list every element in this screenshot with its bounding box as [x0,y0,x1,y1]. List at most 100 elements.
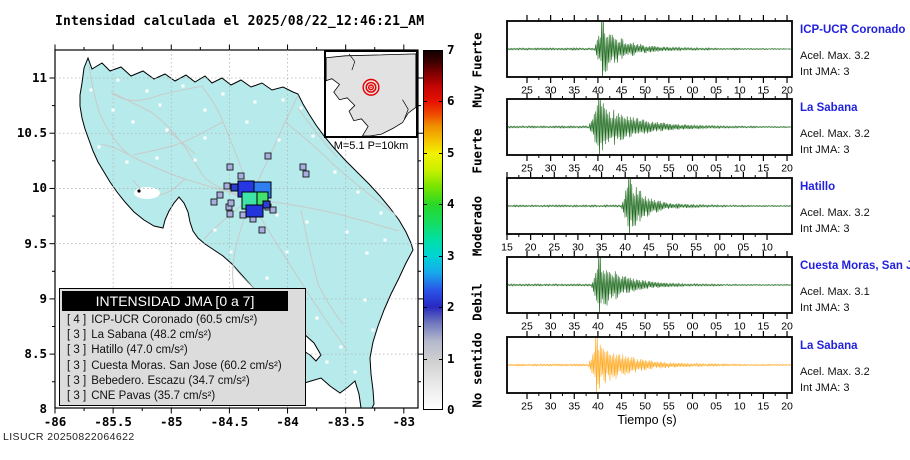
station-jma-intensity: Int JMA: 3 [800,144,850,156]
seismo-tick-label: 15 [758,85,770,97]
epicenter-inset-map [324,50,418,138]
y-tick-label: 11 [31,70,47,85]
seismo-tick-label: 35 [568,163,580,175]
station-intensity-square-low [210,198,218,206]
station-name: Cuesta Moras, San Jose [800,260,910,272]
seismo-tick-label: 30 [545,85,557,97]
town-dot [305,220,309,224]
town-dot [356,190,360,194]
colorbar-category-label: Moderado [469,195,485,257]
y-tick-label: 8.5 [24,346,47,362]
colorbar-category-label: Debil [469,283,485,321]
station-intensity-square-low [299,163,307,171]
seismogram-trace [508,338,791,392]
seismo-tick-label: 15 [501,242,513,254]
colorbar-number: 0 [447,402,455,417]
legend-intensity-value: [ 4 ] [67,314,87,326]
town-dot [181,84,185,88]
y-tick-label: 9 [39,290,47,306]
seismo-tick-label: 30 [545,321,557,333]
seismo-tick-label: 45 [616,321,628,333]
seismo-tick-label: 25 [521,321,533,333]
colorbar-number: 5 [447,144,455,160]
seismo-tick-label: 30 [572,242,584,254]
seismo-tick-label: 10 [734,163,746,175]
station-max-acceleration: Acel. Max. 3.1 [800,286,870,298]
town-dot [365,251,369,255]
legend-row: [ 3 ] La Sabana (48.2 cm/s²) [67,328,211,343]
station-intensity-square [262,200,271,209]
seismo-tick-label: 40 [592,85,604,97]
seismo-tick-label: 15 [758,401,770,413]
town-dot [155,156,159,160]
town-dot [275,213,279,217]
colorbar-category-label: Muy Fuerte [469,32,485,108]
town-dot [253,100,257,104]
town-dot [116,78,120,82]
colorbar-tick [439,307,443,309]
colorbar-tick [439,358,443,360]
town-dot [245,120,249,124]
epicenter-icon [362,78,380,96]
colorbar-tick [439,255,443,257]
x-tick-label: -85.5 [94,414,132,429]
seismogram-trace [508,100,791,154]
seismo-tick-label: 05 [738,242,750,254]
seismo-tick-label: 55 [663,401,675,413]
legend-intensity-value: [ 3 ] [67,359,87,372]
legend-station-name: CNE Pavas (35.7 cm/s²) [91,390,216,402]
station-intensity-square-low [227,199,235,207]
town-dot [363,298,367,302]
seismo-tick-label: 35 [596,242,608,254]
colorbar-category-label: Fuerte [469,128,485,174]
y-tick-label: 10 [31,180,47,196]
station-max-acceleration: Acel. Max. 3.2 [800,50,870,62]
lake [134,187,160,199]
station-name: ICP-UCR Coronado [800,24,906,36]
seismo-tick-label: 50 [639,321,651,333]
town-dot [193,158,197,162]
seismo-tick-label: 40 [592,163,604,175]
seismo-tick-label: 00 [687,85,699,97]
colorbar-tick [439,152,443,154]
seismo-tick-label: 35 [568,321,580,333]
town-dot [221,92,225,96]
station-name: La Sabana [800,340,858,352]
seismo-tick-label: 35 [568,401,580,413]
colorbar-tick [423,358,427,360]
seismo-tick-label: 25 [521,163,533,175]
station-intensity-square-low [223,182,231,190]
colorbar-tick [423,152,427,154]
map-axis-ticks [49,44,424,414]
seismo-tick-label: 50 [639,85,651,97]
legend-station-name: ICP-UCR Coronado (60.5 cm/s²) [91,314,258,326]
seismo-tick-label: 40 [619,242,631,254]
seismo-tick-label: 30 [545,401,557,413]
station-max-acceleration: Acel. Max. 3.2 [800,366,870,378]
town-dot [311,134,315,138]
town-dot [339,345,343,349]
town-dot [125,160,129,164]
colorbar-tick [423,101,427,103]
seismo-tick-label: 25 [521,401,533,413]
town-dot [145,89,149,93]
seismo-tick-label: 55 [690,242,702,254]
town-dot [353,370,357,374]
colorbar-number: 1 [447,350,455,366]
colorbar-tick [439,204,443,206]
station-jma-intensity: Int JMA: 3 [800,66,850,78]
seismo-tick-label: 20 [525,242,537,254]
legend-row: [ 4 ] ICP-UCR Coronado (60.5 cm/s²) [67,313,257,328]
seismo-tick-label: 05 [710,85,722,97]
seismo-tick-label: 10 [734,401,746,413]
legend-intensity-value: [ 3 ] [67,390,87,402]
seismo-tick-label: 30 [545,163,557,175]
y-tick-label: 9.5 [24,235,47,251]
colorbar-tick [423,307,427,309]
station-intensity-square [230,183,239,192]
seismo-tick-label: 15 [758,321,770,333]
seismo-tick-label: 00 [687,401,699,413]
station-name: La Sabana [800,102,858,114]
town-dot [315,316,319,320]
